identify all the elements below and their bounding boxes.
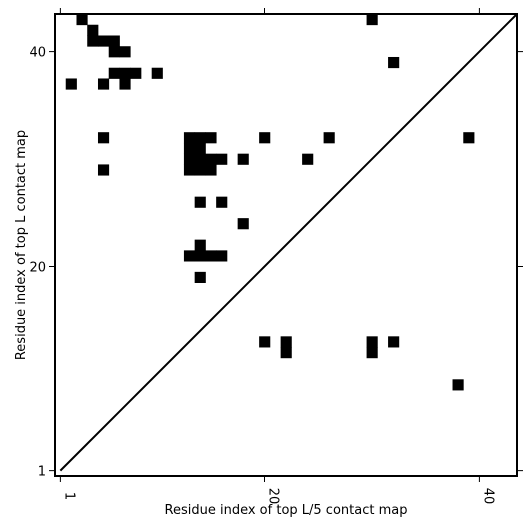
- axis-ticks: 1 20 40 1 20 40: [29, 8, 523, 504]
- contact-cell: [194, 142, 206, 155]
- contact-cell: [216, 250, 228, 262]
- contact-cell: [302, 153, 314, 165]
- contact-cell: [194, 164, 206, 176]
- contact-cell: [323, 132, 335, 144]
- x-axis-label: Residue index of top L/5 contact map: [165, 503, 408, 518]
- contact-cell: [183, 142, 196, 155]
- contact-cell: [463, 132, 475, 144]
- contact-cell: [108, 67, 120, 79]
- contact-cell: [130, 67, 142, 79]
- x-tick-label: 40: [480, 488, 495, 505]
- contact-cell: [87, 24, 99, 36]
- contact-cell: [76, 14, 88, 26]
- contact-cell: [366, 336, 378, 348]
- contact-cell: [237, 218, 249, 230]
- contact-cell: [452, 379, 464, 391]
- contact-cells: [65, 14, 475, 391]
- contact-cell: [194, 239, 206, 251]
- x-tick-label: 1: [61, 492, 76, 500]
- contact-cell: [97, 78, 110, 90]
- contact-cell: [205, 132, 217, 144]
- contact-cell: [97, 132, 110, 144]
- diagonal-line: [59, 13, 518, 472]
- contact-cell: [366, 14, 378, 26]
- contact-cell: [97, 35, 110, 47]
- contact-cell: [65, 78, 77, 90]
- contact-cell: [183, 132, 196, 144]
- contact-cell: [388, 56, 400, 69]
- contact-cell: [183, 250, 196, 262]
- contact-cell: [87, 35, 99, 47]
- contact-cell: [194, 132, 206, 144]
- contact-cell: [194, 153, 206, 165]
- contact-cell: [259, 132, 271, 144]
- x-tick-label: 20: [266, 488, 281, 505]
- y-tick-label: 40: [29, 46, 46, 61]
- contact-cell: [108, 35, 120, 47]
- contact-cell: [388, 336, 400, 348]
- y-axis-label: Residue index of top L contact map: [14, 130, 29, 360]
- contact-cell: [366, 347, 378, 359]
- plot-frame: [54, 13, 518, 477]
- contact-cell: [119, 46, 131, 58]
- contact-cell: [205, 153, 217, 165]
- contact-cell: [280, 336, 292, 348]
- contact-cell: [205, 164, 217, 176]
- contact-cell: [183, 153, 196, 165]
- contact-cell: [194, 250, 206, 262]
- contact-cell: [194, 271, 206, 283]
- contact-cell: [119, 67, 131, 79]
- contact-cell: [237, 153, 249, 165]
- contact-cell: [259, 336, 271, 348]
- contact-cell: [183, 164, 196, 176]
- contact-cell: [205, 250, 217, 262]
- contact-cell: [280, 347, 292, 359]
- contact-cell: [216, 196, 228, 208]
- contact-cell: [216, 153, 228, 165]
- contact-cell: [119, 78, 131, 90]
- contact-cell: [194, 196, 206, 208]
- y-tick-label: 20: [29, 260, 46, 275]
- contact-cell: [151, 67, 163, 79]
- y-tick-label: 1: [38, 465, 46, 480]
- contact-cell: [97, 164, 110, 176]
- contact-cell: [108, 46, 120, 58]
